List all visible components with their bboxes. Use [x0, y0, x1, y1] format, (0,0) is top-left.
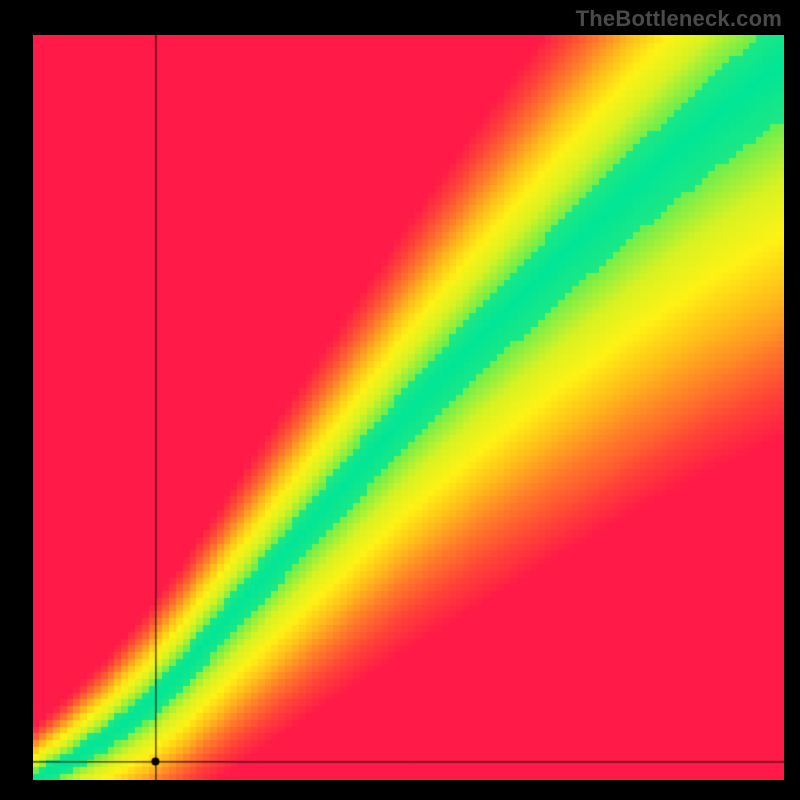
watermark-label: TheBottleneck.com	[576, 6, 782, 32]
bottleneck-heatmap	[33, 35, 784, 780]
chart-container: TheBottleneck.com	[0, 0, 800, 800]
